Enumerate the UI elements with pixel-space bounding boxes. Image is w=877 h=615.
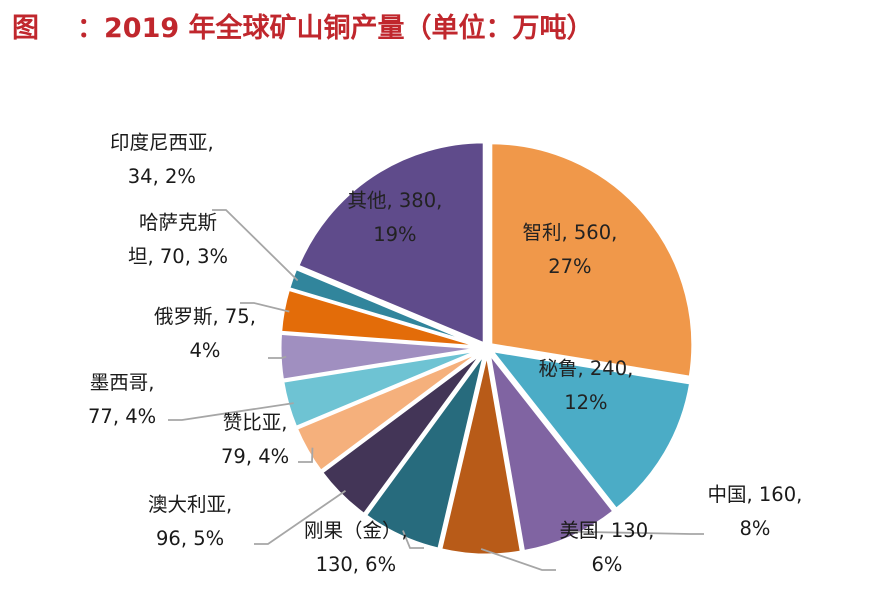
slice-label-line2: 96, 5% xyxy=(156,527,225,550)
leader-line-4 xyxy=(402,530,424,549)
slice-label-3: 美国, 130, 6% xyxy=(560,514,655,582)
leader-line-6 xyxy=(298,447,314,463)
chart-title: 图 ：2019 年全球矿山铜产量（单位：万吨） xyxy=(12,6,594,45)
slice-label-line2: 130, 6% xyxy=(315,553,397,576)
leader-line-10 xyxy=(212,209,299,282)
slice-label-line2: 坦, 70, 3% xyxy=(128,245,229,268)
slice-label-7: 墨西哥, 77, 4% xyxy=(88,366,156,434)
slice-label-line2: 34, 2% xyxy=(127,165,196,188)
slice-label-8: 俄罗斯, 75, 4% xyxy=(154,300,256,368)
pie-slice-2 xyxy=(487,351,617,554)
slice-label-line1: 印度尼西亚, xyxy=(110,131,214,154)
slice-label-line1: 美国, 130, xyxy=(559,519,655,542)
leader-line-5 xyxy=(254,489,346,545)
pie-slice-4 xyxy=(363,351,487,552)
leader-line-3 xyxy=(480,548,556,571)
leader-line-7 xyxy=(168,402,294,421)
slice-label-line2: 77, 4% xyxy=(88,405,157,428)
leader-line-8 xyxy=(268,355,287,359)
slice-label-line2: 79, 4% xyxy=(221,445,290,468)
slice-label-line1: 赞比亚, xyxy=(222,411,288,434)
slice-label-line1: 秘鲁, 240, xyxy=(538,357,634,380)
figure-label: 图 xyxy=(12,13,39,44)
pie-slice-1 xyxy=(487,348,693,512)
slice-label-10: 印度尼西亚, 34, 2% xyxy=(110,126,214,194)
slice-label-9: 哈萨克斯坦, 70, 3% xyxy=(128,206,228,274)
slice-label-line1: 墨西哥, xyxy=(89,371,155,394)
slice-label-5: 澳大利亚, 96, 5% xyxy=(148,488,232,556)
slice-label-6: 赞比亚, 79, 4% xyxy=(221,406,289,474)
slice-label-line1: 中国, 160, xyxy=(707,483,803,506)
slice-label-line1: 智利, 560, xyxy=(522,221,618,244)
slice-label-1: 秘鲁, 240, 12% xyxy=(539,352,634,420)
slice-label-2: 中国, 160, 8% xyxy=(708,478,803,546)
slice-label-4: 刚果（金）, 130, 6% xyxy=(304,514,408,582)
slice-label-line2: 4% xyxy=(189,339,221,362)
slice-label-11: 其他, 380, 19% xyxy=(348,184,443,252)
pie-slice-11 xyxy=(295,140,486,347)
pie-slice-10 xyxy=(286,266,483,348)
slice-label-line1: 刚果（金）, xyxy=(304,519,408,542)
slice-label-line1: 俄罗斯, 75, xyxy=(154,305,256,328)
leader-line-9 xyxy=(240,302,290,313)
title-text: ：2019 年全球矿山铜产量（单位：万吨） xyxy=(77,13,594,44)
slice-label-line2: 12% xyxy=(564,391,608,414)
slice-label-line2: 19% xyxy=(373,223,417,246)
slice-label-line2: 8% xyxy=(739,517,771,540)
slice-label-line2: 6% xyxy=(591,553,623,576)
slice-label-line1: 其他, 380, xyxy=(347,189,443,212)
pie-slice-0 xyxy=(489,141,695,379)
slice-label-line1: 哈萨克斯 xyxy=(139,211,218,234)
leader-line-2 xyxy=(568,530,704,535)
slice-label-line1: 澳大利亚, xyxy=(148,493,233,516)
slice-label-line2: 27% xyxy=(548,255,592,278)
pie-slice-3 xyxy=(438,352,524,557)
slice-label-0: 智利, 560, 27% xyxy=(523,216,618,284)
